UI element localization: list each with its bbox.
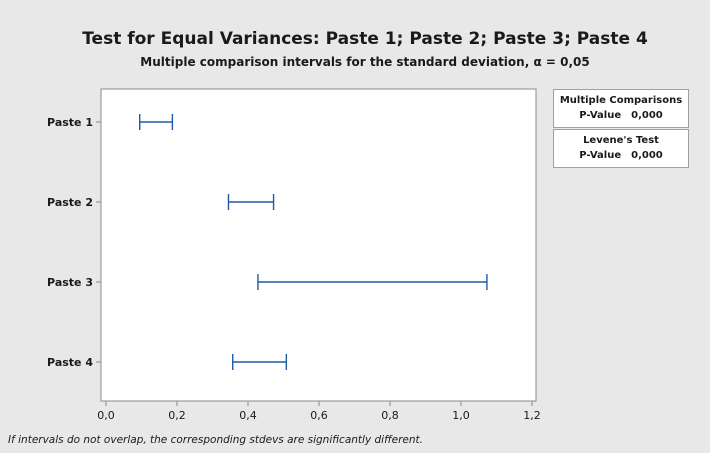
x-tick-label: 1,0 bbox=[452, 409, 470, 422]
chart-subtitle: Multiple comparison intervals for the st… bbox=[140, 55, 589, 69]
y-category-label: Paste 1 bbox=[47, 116, 93, 129]
multiple-comparisons-box: Multiple Comparisons P-Value 0,000 bbox=[553, 89, 689, 128]
y-category-label: Paste 4 bbox=[47, 356, 93, 369]
y-category-label: Paste 2 bbox=[47, 196, 93, 209]
chart-marks: 0,0 0,2 0,4 0,6 0,8 1,0 1,2 Paste 1 Paste 2 Paste… bbox=[47, 114, 541, 422]
chart-title: Test for Equal Variances: Paste 1; Paste… bbox=[82, 29, 648, 49]
x-tick-label: 0,8 bbox=[381, 409, 399, 422]
x-tick-label: 0,2 bbox=[168, 409, 186, 422]
x-tick-label: 0,6 bbox=[310, 409, 328, 422]
pvalue-label: P-Value bbox=[579, 150, 622, 161]
multiple-comparisons-title: Multiple Comparisons bbox=[559, 95, 683, 106]
pvalue-label: P-Value bbox=[579, 110, 622, 121]
x-tick-label: 0,0 bbox=[97, 409, 115, 422]
plot-frame bbox=[100, 88, 537, 402]
y-category-label: Paste 3 bbox=[47, 276, 93, 289]
x-tick-label: 0,4 bbox=[239, 409, 257, 422]
levene-test-box: Levene's Test P-Value 0,000 bbox=[553, 129, 689, 168]
footnote: If intervals do not overlap, the corresp… bbox=[8, 434, 423, 446]
levene-pvalue-row: P-Value 0,000 bbox=[554, 148, 688, 164]
multiple-comparisons-pvalue-row: P-Value 0,000 bbox=[554, 108, 688, 124]
levene-test-title: Levene's Test bbox=[583, 135, 659, 146]
pvalue-value: 0,000 bbox=[631, 150, 663, 161]
x-tick-label: 1,2 bbox=[523, 409, 541, 422]
pvalue-value: 0,000 bbox=[631, 110, 663, 121]
